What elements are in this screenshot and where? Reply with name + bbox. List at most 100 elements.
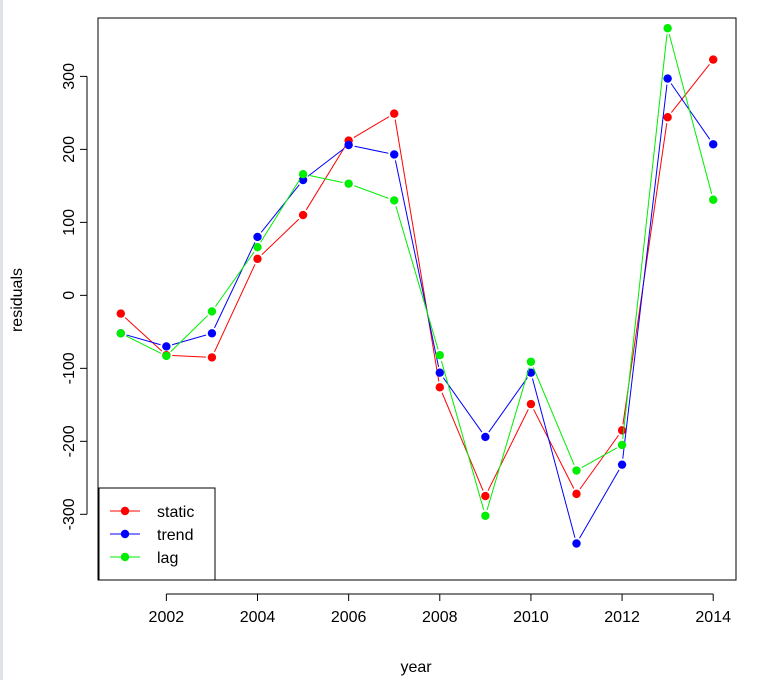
series-lag-segment-0 xyxy=(125,335,162,354)
series-static-segment-0 xyxy=(124,317,163,352)
series-trend-segment-4 xyxy=(307,148,345,177)
series-lag-segment-8 xyxy=(486,367,530,511)
series-trend-segment-8 xyxy=(488,377,528,433)
series-trend-segment-5 xyxy=(354,145,389,154)
series-trend-point-2009 xyxy=(481,432,490,442)
legend-label-trend: trend xyxy=(157,527,193,544)
legend-label-lag: lag xyxy=(157,550,178,567)
series-static-point-2012 xyxy=(617,426,627,435)
window-edge xyxy=(0,0,3,680)
series-static-point-2013 xyxy=(663,113,672,122)
series-lag-point-2008 xyxy=(435,351,444,360)
y-tick-label--200: -200 xyxy=(61,425,78,457)
series-lag-point-2007 xyxy=(390,196,399,205)
y-axis-label: residuals xyxy=(9,268,26,332)
series-lag-point-2013 xyxy=(663,24,672,33)
series-trend-segment-7 xyxy=(442,377,483,433)
series-lag xyxy=(116,24,718,520)
series-trend-segment-9 xyxy=(531,378,576,538)
series-lag-point-2012 xyxy=(617,440,627,450)
x-tick-label-2014: 2014 xyxy=(695,609,731,626)
series-lag-point-2006 xyxy=(344,179,353,188)
series-trend xyxy=(116,74,718,548)
series-trend-point-2014 xyxy=(709,140,718,149)
series-lag-point-2001 xyxy=(116,329,125,338)
series-lag-point-2003 xyxy=(207,307,217,316)
x-tick-label-2002: 2002 xyxy=(149,609,185,626)
series-trend-segment-3 xyxy=(260,184,300,233)
y-tick-label-200: 200 xyxy=(61,136,78,163)
series-static-segment-6 xyxy=(394,119,440,382)
x-tick-label-2006: 2006 xyxy=(331,609,367,626)
series-static-segment-9 xyxy=(533,409,575,489)
legend: static trend lag xyxy=(98,487,216,581)
series-static-point-2008 xyxy=(435,383,444,392)
series-static-point-2003 xyxy=(207,353,217,362)
series-static-segment-12 xyxy=(670,63,710,113)
series-static-segment-3 xyxy=(261,218,300,256)
series-trend-segment-10 xyxy=(579,469,620,539)
series-lag-segment-9 xyxy=(532,367,575,466)
legend-marker-static xyxy=(120,506,130,516)
series-trend-point-2003 xyxy=(207,329,217,338)
series-trend-point-2011 xyxy=(572,539,581,548)
series-static-point-2001 xyxy=(116,309,125,318)
legend-marker-trend xyxy=(120,529,130,539)
series-trend-segment-12 xyxy=(670,83,711,140)
series-lag-segment-4 xyxy=(308,174,343,183)
series-lag-point-2002 xyxy=(162,351,171,361)
series-static-segment-2 xyxy=(213,264,256,353)
plot-frame xyxy=(97,17,737,581)
x-tick-label-2012: 2012 xyxy=(604,609,640,626)
series-lag-segment-3 xyxy=(260,179,301,243)
series-lag-point-2014 xyxy=(709,195,718,204)
series-lag-segment-10 xyxy=(581,447,618,469)
series-lag-segment-11 xyxy=(622,34,668,440)
y-tick-label--300: -300 xyxy=(61,498,78,530)
series-trend-segment-0 xyxy=(126,334,161,346)
series-trend-point-2013 xyxy=(663,74,672,83)
y-tick-label-300: 300 xyxy=(61,63,78,90)
series-lag-point-2005 xyxy=(298,169,308,179)
series-trend-point-2007 xyxy=(390,150,399,159)
series-trend-segment-11 xyxy=(622,84,668,459)
series-lag-segment-7 xyxy=(440,360,485,511)
series-static-segment-8 xyxy=(487,409,529,491)
series-trend-point-2012 xyxy=(617,460,627,469)
series-lag-point-2010 xyxy=(526,357,536,366)
series-lag-segment-1 xyxy=(170,315,208,353)
series-lag-segment-2 xyxy=(214,251,255,307)
y-tick-label-100: 100 xyxy=(61,209,78,236)
series-static-point-2009 xyxy=(481,491,490,501)
x-tick-label-2008: 2008 xyxy=(422,609,458,626)
series-static-segment-7 xyxy=(441,392,484,491)
series-static-segment-5 xyxy=(353,116,390,138)
legend-marker-lag xyxy=(120,552,130,562)
x-axis-label: year xyxy=(400,659,432,676)
series-static-point-2004 xyxy=(253,254,262,264)
series-static-segment-1 xyxy=(172,354,206,358)
series-static-point-2014 xyxy=(709,55,718,64)
series-static-point-2010 xyxy=(526,399,536,409)
series-lag-point-2009 xyxy=(481,511,490,520)
y-tick-label--100: -100 xyxy=(61,352,78,384)
series-lag-point-2011 xyxy=(572,466,581,475)
series-static-point-2007 xyxy=(390,109,399,118)
series-lag-segment-12 xyxy=(668,33,713,195)
series-static-segment-4 xyxy=(305,145,346,211)
series-layer xyxy=(116,24,718,548)
series-lag-point-2004 xyxy=(253,242,262,252)
series-static-point-2011 xyxy=(572,489,581,499)
series-trend-point-2008 xyxy=(435,368,444,377)
series-trend-point-2002 xyxy=(162,342,171,351)
series-trend-point-2004 xyxy=(253,232,262,242)
series-static-point-2005 xyxy=(298,210,308,220)
y-tick-label-0: 0 xyxy=(61,291,78,300)
series-lag-segment-6 xyxy=(395,206,439,350)
series-lag-segment-5 xyxy=(354,185,389,199)
x-tick-label-2004: 2004 xyxy=(240,609,276,626)
series-trend-point-2005 xyxy=(298,175,308,185)
x-axis: 2002 2004 2006 2008 2010 2012 2014 xyxy=(149,593,731,626)
x-tick-label-2010: 2010 xyxy=(513,609,549,626)
